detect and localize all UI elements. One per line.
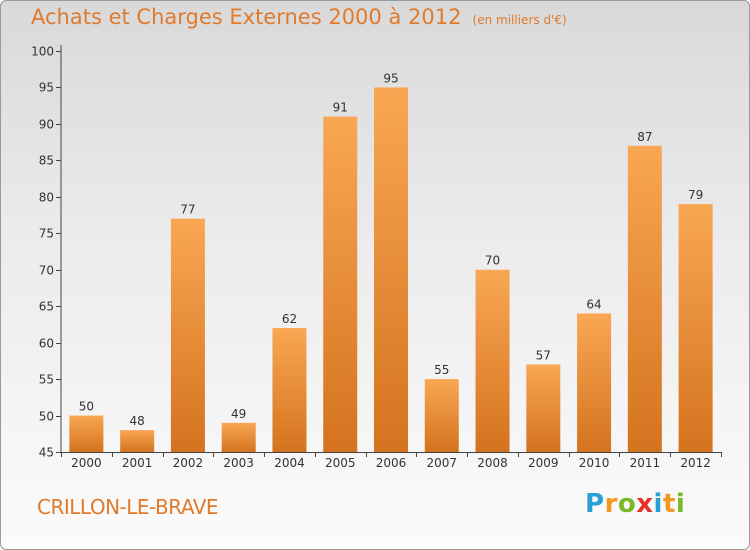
data-label: 49 bbox=[231, 407, 246, 421]
y-tick-label: 60 bbox=[39, 337, 54, 351]
bar bbox=[170, 218, 205, 452]
bar bbox=[221, 422, 256, 452]
y-tick-label: 95 bbox=[39, 81, 54, 95]
data-label: 62 bbox=[282, 312, 297, 326]
bar bbox=[374, 87, 408, 453]
bar bbox=[577, 313, 612, 452]
bar bbox=[424, 379, 459, 452]
data-label: 95 bbox=[383, 71, 398, 85]
commune-name: CRILLON-LE-BRAVE bbox=[37, 495, 219, 519]
data-label: 77 bbox=[180, 203, 195, 217]
bar bbox=[69, 415, 104, 452]
y-tick-label: 80 bbox=[39, 191, 54, 205]
logo-letter: P bbox=[585, 489, 605, 519]
logo-letter: r bbox=[604, 489, 618, 519]
logo-letter: i bbox=[653, 489, 663, 519]
bar bbox=[120, 430, 155, 452]
bar bbox=[526, 364, 561, 452]
x-tick-label: 2011 bbox=[630, 456, 661, 470]
proxiti-logo[interactable]: Proxiti bbox=[585, 489, 685, 519]
x-tick-label: 2009 bbox=[528, 456, 559, 470]
logo-letter: t bbox=[662, 489, 676, 519]
bar bbox=[272, 328, 307, 452]
bar bbox=[475, 269, 510, 452]
y-tick-label: 65 bbox=[39, 300, 54, 314]
x-tick-label: 2007 bbox=[426, 456, 457, 470]
chart-title: Achats et Charges Externes 2000 à 2012 (… bbox=[31, 5, 567, 29]
chart-title-text: Achats et Charges Externes 2000 à 2012 bbox=[31, 5, 462, 29]
bar bbox=[323, 116, 358, 453]
data-label: 55 bbox=[434, 363, 449, 377]
x-tick-label: 2003 bbox=[223, 456, 254, 470]
bar bbox=[627, 145, 662, 453]
data-label: 64 bbox=[586, 297, 601, 311]
data-label: 48 bbox=[130, 414, 145, 428]
x-tick-label: 2000 bbox=[71, 456, 102, 470]
x-tick-label: 2001 bbox=[122, 456, 153, 470]
x-tick-label: 2012 bbox=[680, 456, 711, 470]
x-tick-label: 2010 bbox=[579, 456, 610, 470]
data-label: 50 bbox=[79, 400, 94, 414]
data-label: 91 bbox=[333, 101, 348, 115]
logo-letter: o bbox=[617, 489, 637, 519]
data-label: 79 bbox=[688, 188, 703, 202]
x-tick-label: 2002 bbox=[173, 456, 204, 470]
chart-unit: (en milliers d'€) bbox=[472, 13, 567, 27]
y-tick-label: 50 bbox=[39, 410, 54, 424]
y-tick-label: 45 bbox=[39, 446, 54, 460]
y-tick-label: 75 bbox=[39, 227, 54, 241]
y-tick-label: 85 bbox=[39, 154, 54, 168]
y-tick-label: 100 bbox=[31, 45, 54, 59]
data-label: 70 bbox=[485, 254, 500, 268]
data-label: 87 bbox=[637, 130, 652, 144]
x-tick-label: 2005 bbox=[325, 456, 356, 470]
bar bbox=[678, 204, 713, 452]
x-tick-label: 2006 bbox=[376, 456, 407, 470]
x-tick-label: 2004 bbox=[274, 456, 305, 470]
data-label: 57 bbox=[536, 349, 551, 363]
y-tick-label: 55 bbox=[39, 373, 54, 387]
x-tick-label: 2008 bbox=[477, 456, 508, 470]
logo-letter: i bbox=[675, 489, 686, 519]
y-tick-label: 90 bbox=[39, 118, 54, 132]
y-tick-label: 70 bbox=[39, 264, 54, 278]
logo-letter: x bbox=[636, 489, 654, 519]
